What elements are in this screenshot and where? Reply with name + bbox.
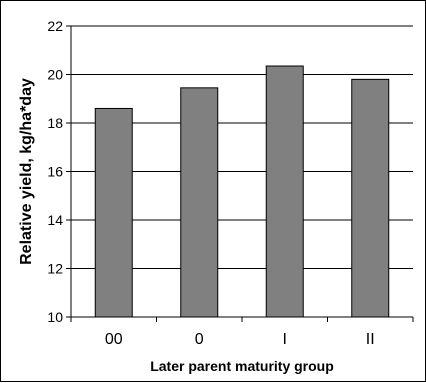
x-ticks: 00 0 I II [70, 317, 414, 348]
y-tick-label: 14 [47, 212, 63, 228]
y-tick-label: 22 [47, 18, 63, 34]
bars [94, 65, 390, 318]
x-tick-label: I [283, 331, 287, 348]
y-tick-label: 12 [47, 261, 63, 277]
y-tick-label: 20 [47, 67, 63, 83]
x-axis-title: Later parent maturity group [150, 358, 334, 374]
y-tick-label: 18 [47, 115, 63, 131]
y-tick-label: 10 [47, 309, 63, 325]
x-tick-label: II [366, 331, 375, 348]
bar-II [351, 78, 390, 318]
bar-I [265, 65, 304, 318]
y-ticks: 10 12 14 16 18 20 22 [47, 18, 71, 325]
y-tick-label: 16 [47, 164, 63, 180]
x-tick-label: 0 [195, 331, 204, 348]
bar-00 [94, 107, 133, 318]
y-axis-title: Relative yield, kg/ha*day [18, 78, 35, 265]
bar-0 [180, 87, 219, 318]
x-tick-label: 00 [105, 331, 123, 348]
